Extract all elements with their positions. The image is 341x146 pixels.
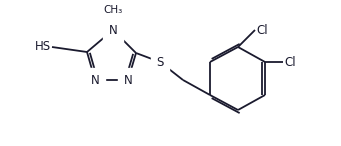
Text: S: S <box>156 55 164 68</box>
Text: N: N <box>109 24 117 36</box>
Text: Cl: Cl <box>284 55 296 68</box>
Text: HS: HS <box>35 40 51 53</box>
Text: N: N <box>124 73 132 86</box>
Text: N: N <box>91 73 99 86</box>
Text: Cl: Cl <box>256 24 268 36</box>
Text: CH₃: CH₃ <box>103 5 123 15</box>
